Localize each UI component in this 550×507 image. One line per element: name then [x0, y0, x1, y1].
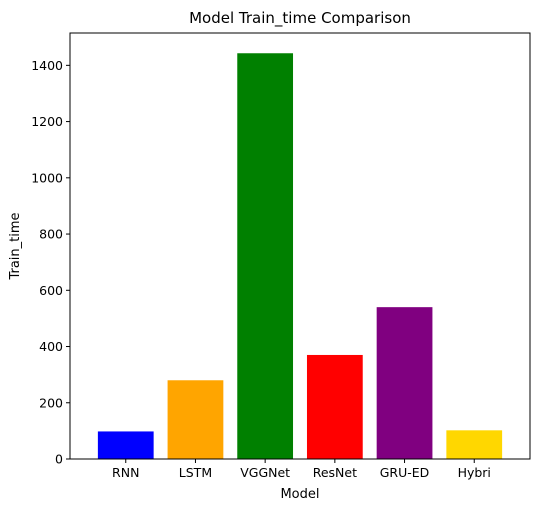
y-tick-label: 1200: [31, 114, 63, 129]
bar-resnet: [306, 354, 363, 459]
y-tick-label: 0: [55, 452, 63, 467]
x-tick-label: Hybri: [458, 465, 491, 480]
x-tick-label: GRU-ED: [380, 465, 430, 480]
x-tick-label: ResNet: [313, 465, 357, 480]
x-axis-label: Model: [280, 487, 319, 502]
y-axis-label: Train_time: [8, 212, 23, 280]
x-tick-label: LSTM: [179, 465, 212, 480]
plot-area: 0 200 400 600 800 1000 1200 1400 RNN LSTM VGGNet Re…: [31, 32, 531, 480]
x-tick-label: RNN: [112, 465, 139, 480]
x-tick-label: VGGNet: [240, 465, 290, 480]
bar-hybri: [446, 430, 503, 459]
y-tick-label: 1400: [31, 58, 63, 73]
axes-frame: [69, 32, 531, 460]
bar-rnn: [97, 431, 154, 459]
y-tick-label: 600: [39, 283, 63, 298]
y-tick-label: 400: [39, 339, 63, 354]
y-tick-label: 200: [39, 395, 63, 410]
bar-vggnet: [237, 53, 294, 459]
chart-title: Model Train_time Comparison: [189, 9, 411, 28]
y-tick-label: 800: [39, 227, 63, 242]
bar-lstm: [167, 380, 224, 459]
bar-gru-ed: [376, 307, 433, 459]
y-tick-label: 1000: [31, 170, 63, 185]
